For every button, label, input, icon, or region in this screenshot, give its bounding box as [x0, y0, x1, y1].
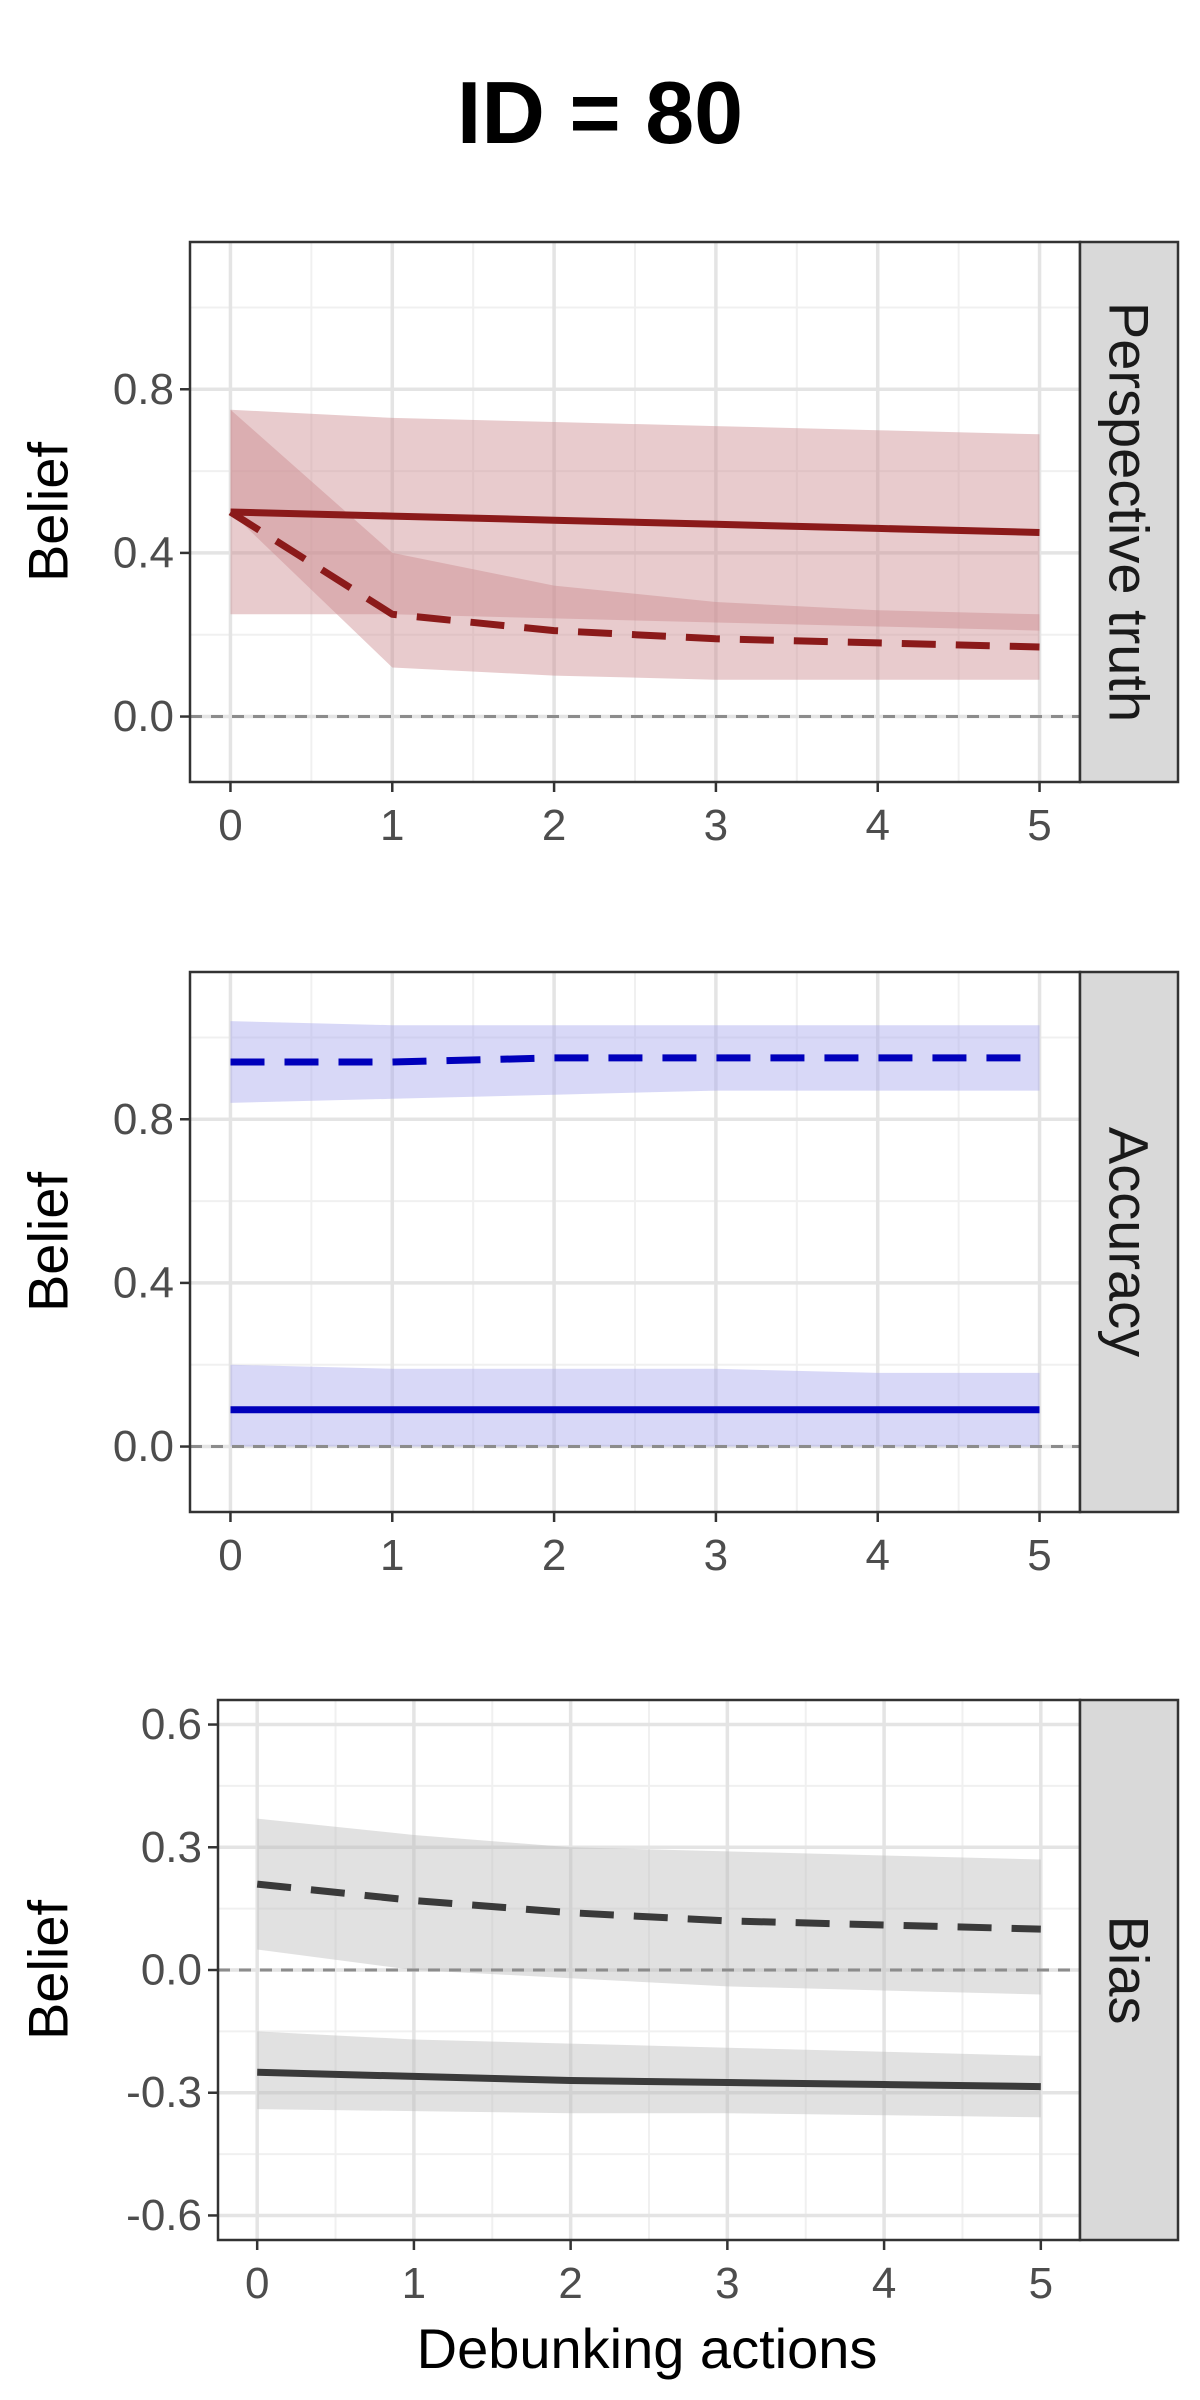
facet-strip-label: Bias: [1098, 1916, 1161, 2025]
confidence-band-dashed: [257, 1818, 1041, 1995]
y-tick-label: 0.6: [141, 1700, 202, 1749]
panel-accuracy: Accuracy 0.0 0.4 0.8 0 1 2 3 4 5 Belief: [17, 970, 1180, 1580]
panel-perspective-truth: Perspective truth 0.0 0.4 0.8 0 1 2 3 4 5 Belief: [17, 240, 1180, 850]
x-tick-label: 5: [1027, 801, 1051, 850]
x-axis-title: Debunking actions: [417, 2317, 878, 2380]
x-tick-label: 4: [865, 1531, 889, 1580]
facet-strip-label: Accuracy: [1098, 1127, 1161, 1357]
x-tick-label: 1: [380, 1531, 404, 1580]
x-tick-label: 1: [402, 2259, 426, 2308]
series-line-solid: [257, 2068, 1041, 2091]
confidence-band-solid: [230, 1364, 1040, 1447]
facet-strip: [1078, 970, 1180, 1514]
x-tick-label: 4: [865, 801, 889, 850]
y-tick-label: 0.8: [113, 365, 174, 414]
x-tick-label: 0: [218, 1531, 242, 1580]
y-tick-label: 0.0: [113, 692, 174, 741]
x-tick-label: 5: [1027, 1531, 1051, 1580]
y-axis-title: Belief: [17, 1172, 80, 1313]
y-tick-label: 0.0: [113, 1422, 174, 1471]
facet-strip-label: Perspective truth: [1098, 302, 1161, 722]
y-tick-label: 0.3: [141, 1823, 202, 1872]
y-tick-label: -0.3: [126, 2068, 202, 2117]
y-tick-label: 0.4: [113, 1258, 174, 1307]
x-tick-label: 0: [218, 801, 242, 850]
series-line-solid: [230, 508, 1040, 536]
x-tick-label: 0: [245, 2259, 269, 2308]
series-line-dashed: [228, 509, 1040, 651]
confidence-band-dashed: [230, 1021, 1040, 1103]
figure-title: ID = 80: [457, 63, 743, 162]
y-tick-label: 0.4: [113, 528, 174, 577]
facet-strip: [1078, 1698, 1180, 2242]
x-tick-label: 5: [1029, 2259, 1053, 2308]
series-line-dashed: [230, 1054, 1040, 1066]
confidence-band-dashed: [230, 409, 1040, 680]
x-tick-label: 2: [542, 1531, 566, 1580]
y-tick-label: 0.0: [141, 1946, 202, 1995]
panel-bias: Bias -0.6 -0.3 0.0 0.3 0.6 0 1 2 3 4 5 Belief: [17, 1698, 1180, 2308]
y-axis-title: Belief: [17, 442, 80, 583]
facet-strip: [1078, 240, 1180, 784]
x-tick-label: 2: [542, 801, 566, 850]
confidence-band-solid: [257, 2031, 1041, 2118]
y-axis-title: Belief: [17, 1900, 80, 2041]
x-tick-label: 3: [704, 1531, 728, 1580]
x-tick-label: 3: [704, 801, 728, 850]
x-tick-label: 2: [558, 2259, 582, 2308]
series-line-dashed: [256, 1880, 1041, 1933]
y-tick-label: 0.8: [113, 1095, 174, 1144]
y-tick-label: -0.6: [126, 2191, 202, 2240]
x-tick-label: 1: [380, 801, 404, 850]
x-tick-label: 4: [872, 2259, 896, 2308]
x-tick-label: 3: [715, 2259, 739, 2308]
